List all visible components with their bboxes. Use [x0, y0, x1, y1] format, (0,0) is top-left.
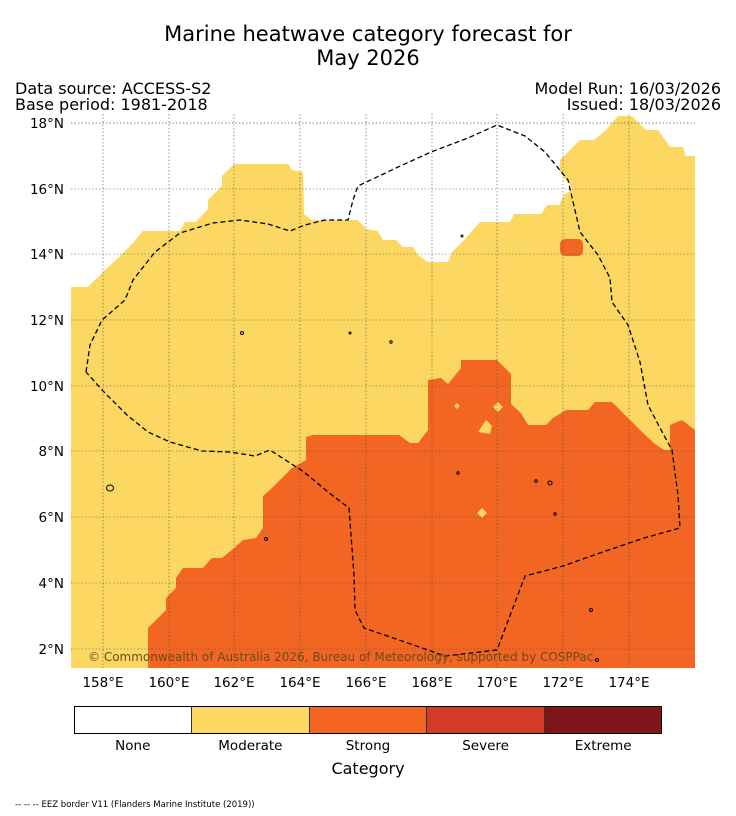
islands: [106, 234, 599, 662]
legend-label: Severe: [462, 738, 509, 754]
copyright-credit: © Commonwealth of Australia 2026, Bureau…: [88, 650, 593, 664]
legend-swatch-extreme: [544, 707, 662, 733]
legend-title: Category: [331, 759, 405, 778]
moderate-patch: [478, 420, 492, 434]
eez-footnote: -- -- -- EEZ border V11 (Flanders Marine…: [15, 800, 255, 810]
legend-label: None: [115, 738, 151, 754]
moderate-patch: [493, 402, 503, 412]
legend-label: Strong: [345, 738, 391, 754]
issued-date: Issued: 18/03/2026: [566, 95, 721, 114]
y-axis-labels: 2°N 4°N 6°N 8°N 10°N 12°N 14°N 16°N 18°N: [30, 116, 64, 658]
strong-region: [148, 360, 695, 668]
strong-patch: [560, 239, 583, 256]
legend-swatch-moderate: [192, 707, 310, 733]
x-tick-label: 172°E: [542, 675, 583, 691]
x-tick-label: 166°E: [345, 675, 386, 691]
legend-label: Extreme: [574, 738, 632, 754]
heatwave-map: 158°E 160°E 162°E 164°E 166°E 168°E 170°…: [30, 114, 695, 691]
legend-colorbar: [74, 706, 662, 734]
legend-swatch-strong: [309, 707, 428, 733]
x-tick-label: 174°E: [608, 675, 649, 691]
x-tick-label: 160°E: [148, 675, 189, 691]
map-title: Marine heatwave category forecast for Ma…: [0, 22, 736, 70]
legend-labels: None Moderate Strong Severe Extreme: [74, 738, 662, 754]
y-tick-label: 6°N: [39, 510, 64, 526]
x-tick-label: 170°E: [476, 675, 517, 691]
y-tick-label: 10°N: [30, 379, 64, 395]
x-tick-label: 164°E: [279, 675, 320, 691]
x-tick-label: 168°E: [411, 675, 452, 691]
base-period: Base period: 1981-2018: [15, 95, 208, 114]
title-line-1: Marine heatwave category forecast for: [164, 22, 572, 46]
data-source: Data source: ACCESS-S2: [15, 79, 212, 98]
moderate-patch: [454, 403, 460, 409]
y-tick-label: 8°N: [39, 444, 64, 460]
y-tick-label: 18°N: [30, 116, 64, 132]
x-axis-labels: 158°E 160°E 162°E 164°E 166°E 168°E 170°…: [82, 675, 649, 691]
run-info: Model Run: 16/03/2026 Issued: 18/03/2026: [535, 81, 722, 113]
eez-border: [85, 124, 681, 657]
none-region: [304, 124, 573, 262]
x-tick-label: 162°E: [213, 675, 254, 691]
model-run: Model Run: 16/03/2026: [534, 79, 722, 98]
source-info: Data source: ACCESS-S2 Base period: 1981…: [15, 81, 211, 113]
legend-swatch-none: [75, 707, 193, 733]
moderate-patch: [477, 508, 487, 518]
y-tick-label: 14°N: [30, 247, 64, 263]
title-line-2: May 2026: [316, 46, 420, 70]
legend-swatch-severe: [427, 707, 545, 733]
legend-label: Moderate: [218, 738, 283, 754]
y-tick-label: 12°N: [30, 313, 64, 329]
y-tick-label: 4°N: [39, 576, 64, 592]
y-tick-label: 16°N: [30, 182, 64, 198]
y-tick-label: 2°N: [39, 642, 64, 658]
x-tick-label: 158°E: [82, 675, 123, 691]
